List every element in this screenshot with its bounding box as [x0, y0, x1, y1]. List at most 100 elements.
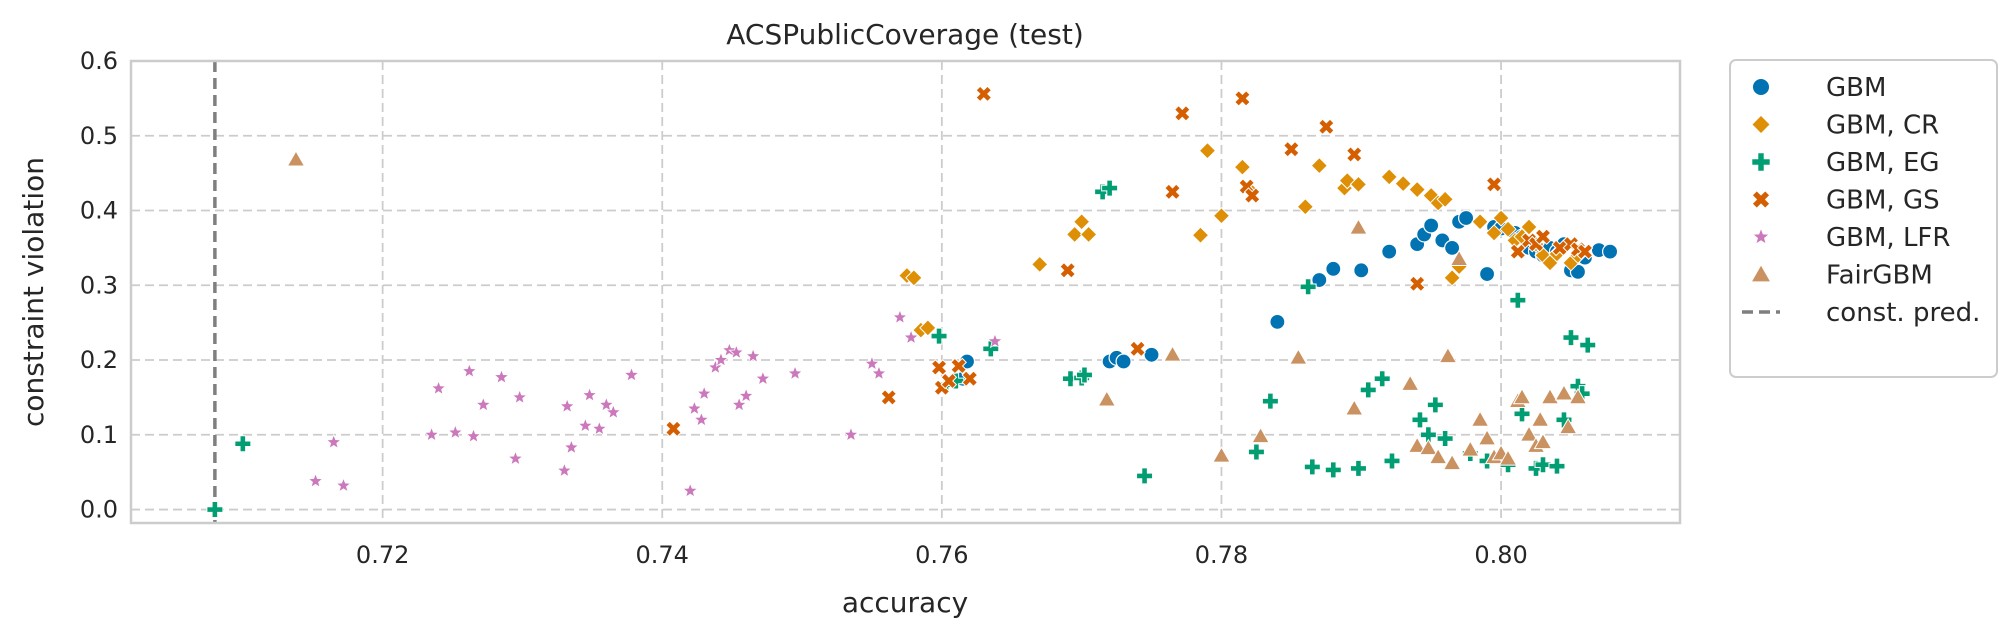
legend-marker: [1751, 77, 1771, 97]
legend-label: GBM, EG: [1826, 148, 1940, 178]
data-point: [686, 400, 703, 416]
data-point: [1576, 243, 1594, 260]
data-point: [863, 355, 881, 371]
data-point: [721, 341, 738, 358]
data-point: [695, 385, 713, 401]
data-point: [1173, 104, 1191, 122]
data-point: [507, 450, 524, 466]
data-point: [1075, 366, 1093, 384]
x-axis-ticks: 0.72 0.74 0.76 0.78 0.80: [356, 541, 1528, 569]
legend-label: GBM, GS: [1826, 186, 1940, 216]
data-point: [1419, 426, 1437, 444]
data-point: [1442, 453, 1462, 471]
data-point: [1353, 262, 1370, 279]
data-point: [1485, 224, 1503, 242]
data-point: [1324, 461, 1342, 479]
data-point: [1283, 140, 1300, 158]
data-point: [1418, 438, 1438, 456]
data-point: [730, 396, 748, 412]
data-point: [234, 435, 252, 453]
data-point: [1310, 156, 1329, 175]
data-point: [1548, 457, 1566, 475]
data-point: [1533, 432, 1553, 450]
data-point: [1317, 118, 1335, 136]
data-point: [1115, 353, 1132, 370]
data-point: [1212, 207, 1231, 225]
data-point: [682, 482, 699, 498]
data-point: [1303, 458, 1321, 476]
data-point: [1408, 275, 1426, 293]
data-point: [1498, 449, 1518, 466]
data-point: [1349, 459, 1367, 477]
data-point: [1407, 436, 1427, 453]
data-point: [1349, 218, 1368, 235]
data-point: [930, 359, 948, 376]
data-point: [581, 386, 598, 403]
data-point: [1212, 446, 1231, 463]
data-point: [577, 417, 594, 433]
data-point: [1143, 346, 1160, 363]
data-point: [1101, 179, 1119, 197]
legend-label: GBM: [1826, 73, 1886, 103]
data-point: [975, 85, 993, 103]
data-point: [1423, 217, 1440, 234]
data-point: [1065, 225, 1084, 244]
data-point: [870, 364, 888, 381]
data-point: [950, 357, 967, 375]
x-tick-label: 0.76: [915, 541, 968, 569]
data-point: [1383, 452, 1401, 470]
data-point: [1540, 387, 1560, 405]
data-point: [1400, 374, 1420, 391]
data-point: [475, 396, 492, 412]
data-point: [1438, 346, 1458, 364]
data-point: [1426, 396, 1444, 414]
data-point: [1411, 411, 1429, 429]
data-point: [1436, 190, 1454, 209]
data-point: [1163, 345, 1182, 362]
data-point: [511, 388, 528, 405]
x-tick-label: 0.80: [1474, 541, 1527, 569]
data-point: [1359, 381, 1377, 399]
legend-marker: [1751, 227, 1771, 245]
data-point: [1261, 392, 1279, 410]
legend: GBM GBM, CR GBM, EG GBM, GS GBM, LFR FairGBM c…: [1729, 59, 1998, 378]
y-tick-label: 0.2: [80, 346, 118, 374]
data-point: [737, 387, 755, 403]
data-point: [1251, 426, 1270, 444]
data-point: [1534, 228, 1552, 246]
data-point: [891, 308, 909, 325]
data-point: [986, 332, 1004, 349]
data-point: [563, 438, 580, 455]
series-4: [307, 308, 1004, 498]
data-point: [430, 379, 447, 396]
data-point: [1499, 220, 1517, 238]
data-point: [1579, 336, 1597, 354]
data-point: [961, 370, 979, 388]
data-point: [1299, 278, 1317, 296]
data-point: [693, 411, 710, 427]
data-point: [286, 150, 306, 167]
data-point: [744, 347, 762, 364]
data-point: [1243, 187, 1261, 204]
data-point: [1198, 142, 1217, 160]
data-point: [1520, 218, 1538, 236]
data-point: [1477, 429, 1497, 446]
legend-frame: [1729, 59, 1998, 378]
data-point: [1349, 175, 1368, 194]
data-point: [1129, 340, 1146, 358]
data-point: [754, 370, 772, 386]
data-point: [1513, 405, 1531, 423]
data-point: [728, 343, 745, 360]
data-point: [1562, 329, 1580, 347]
data-point: [1234, 90, 1251, 107]
data-point: [1449, 249, 1469, 266]
data-point: [1444, 239, 1461, 256]
data-point: [707, 358, 724, 375]
legend-label: GBM, LFR: [1826, 223, 1950, 253]
data-point: [1428, 447, 1448, 465]
data-point: [880, 389, 898, 406]
y-tick-label: 0.3: [80, 271, 118, 299]
data-point: [1325, 260, 1342, 277]
data-point: [1568, 387, 1588, 405]
